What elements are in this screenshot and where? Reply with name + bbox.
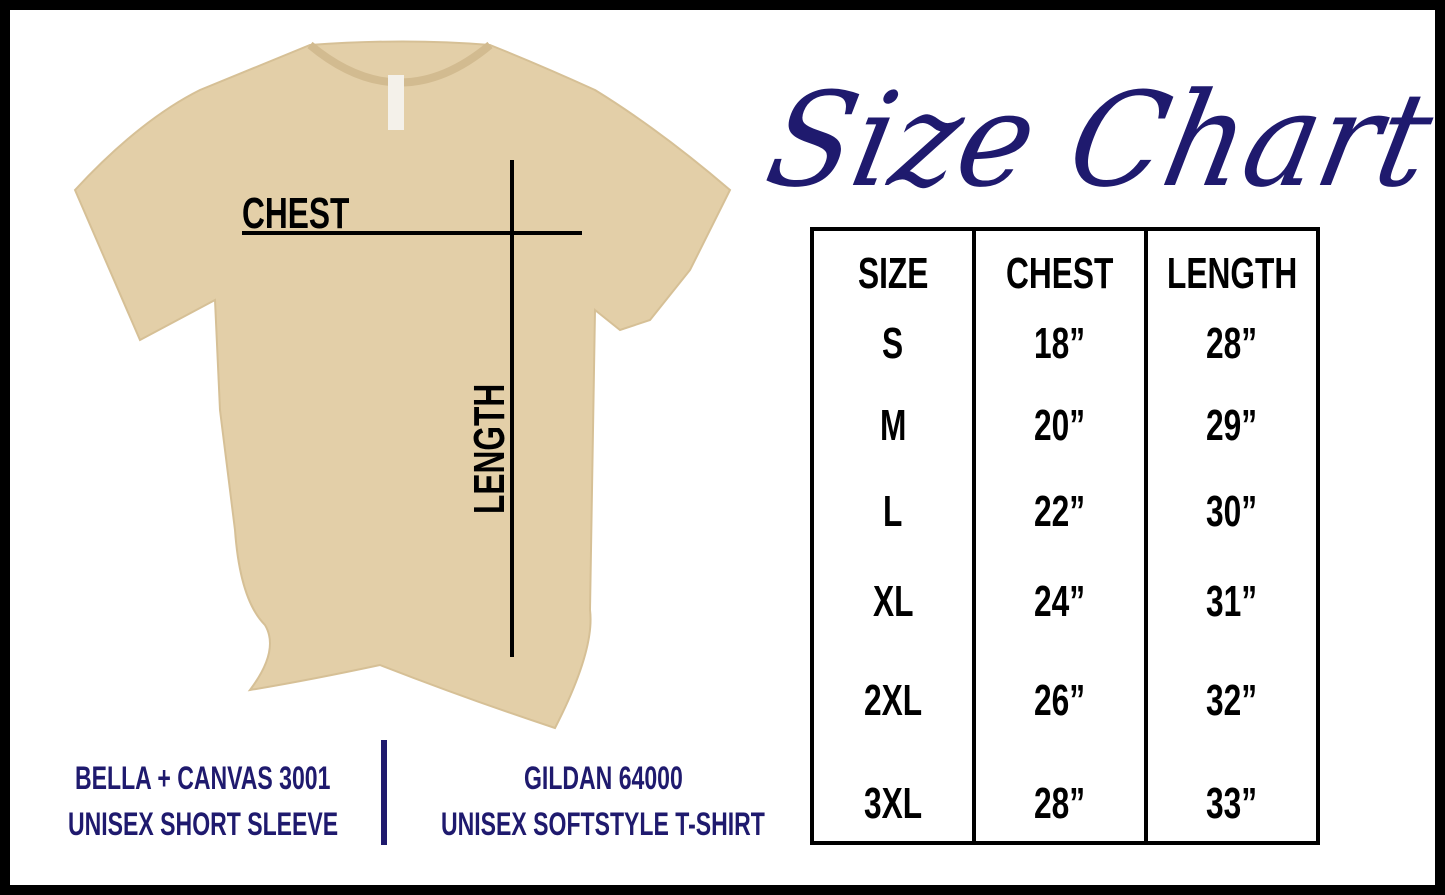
cell-length: 33” bbox=[1148, 779, 1316, 829]
cell-chest: 22” bbox=[976, 487, 1144, 537]
size-chart-title: Size Chart bbox=[756, 55, 1445, 225]
cell-chest: 26” bbox=[976, 676, 1144, 726]
cell-size-text: S bbox=[882, 319, 904, 368]
cell-length-text: 29” bbox=[1206, 401, 1258, 450]
brand-gildan: GILDAN 64000 UNISEX SOFTSTYLE T-SHIRT bbox=[413, 758, 793, 844]
cell-length-text: 30” bbox=[1206, 487, 1258, 536]
cell-chest-text: 24” bbox=[1034, 577, 1086, 626]
header-size-text: SIZE bbox=[857, 249, 929, 298]
header-length-text: LENGTH bbox=[1166, 249, 1298, 298]
cell-chest-text: 20” bbox=[1034, 401, 1086, 450]
cell-size-text: L bbox=[883, 487, 903, 536]
brand-description: UNISEX SHORT SLEEVE bbox=[67, 806, 339, 842]
cell-length: 29” bbox=[1148, 401, 1316, 451]
cell-size: L bbox=[814, 487, 972, 537]
brand-name: GILDAN 64000 bbox=[523, 760, 683, 796]
cell-chest-text: 28” bbox=[1034, 779, 1086, 828]
cell-size: M bbox=[814, 401, 972, 451]
cell-chest: 20” bbox=[976, 401, 1144, 451]
brand-divider bbox=[381, 740, 387, 845]
header-chest-text: CHEST bbox=[1006, 249, 1114, 298]
chest-label-text: CHEST bbox=[242, 189, 350, 238]
cell-length-text: 32” bbox=[1206, 676, 1258, 725]
cell-length-text: 28” bbox=[1206, 319, 1258, 368]
cell-size-text: M bbox=[879, 401, 907, 450]
size-table: SIZE CHEST LENGTH S 18” 28” M 20” 29” L 22” 30” XL 24… bbox=[810, 227, 1320, 845]
cell-chest: 18” bbox=[976, 319, 1144, 369]
cell-length: 32” bbox=[1148, 676, 1316, 726]
header-size: SIZE bbox=[814, 249, 972, 299]
cell-size: S bbox=[814, 319, 972, 369]
header-length: LENGTH bbox=[1148, 249, 1316, 299]
cell-length: 28” bbox=[1148, 319, 1316, 369]
brand-bella-canvas: BELLA + CANVAS 3001 UNISEX SHORT SLEEVE bbox=[50, 758, 356, 844]
cell-size-text: 3XL bbox=[863, 779, 923, 828]
cell-chest-text: 22” bbox=[1034, 487, 1086, 536]
cell-size: 3XL bbox=[814, 779, 972, 829]
size-chart-graphic: CHEST LENGTH Size Chart SIZE CHEST LENGTH S… bbox=[10, 10, 1444, 885]
brand-description: UNISEX SOFTSTYLE T-SHIRT bbox=[441, 806, 765, 842]
cell-length: 30” bbox=[1148, 487, 1316, 537]
tshirt-illustration bbox=[73, 40, 732, 730]
cell-size: XL bbox=[814, 577, 972, 627]
brand-name: BELLA + CANVAS 3001 bbox=[75, 760, 331, 796]
header-chest: CHEST bbox=[976, 249, 1144, 299]
cell-size-text: 2XL bbox=[863, 676, 923, 725]
column-divider bbox=[1144, 231, 1148, 841]
cell-chest: 28” bbox=[976, 779, 1144, 829]
cell-length-text: 33” bbox=[1206, 779, 1258, 828]
chest-label: CHEST bbox=[242, 190, 349, 238]
cell-length: 31” bbox=[1148, 577, 1316, 627]
cell-size: 2XL bbox=[814, 676, 972, 726]
cell-chest: 24” bbox=[976, 577, 1144, 627]
length-label: LENGTH bbox=[465, 384, 514, 514]
cell-length-text: 31” bbox=[1206, 577, 1258, 626]
column-divider bbox=[972, 231, 976, 841]
cell-chest-text: 18” bbox=[1034, 319, 1086, 368]
neck-tag bbox=[388, 75, 404, 130]
length-label-text: LENGTH bbox=[465, 383, 514, 514]
title-text: Size Chart bbox=[755, 64, 1445, 216]
cell-size-text: XL bbox=[872, 577, 914, 626]
tshirt-shape bbox=[73, 40, 732, 730]
cell-chest-text: 26” bbox=[1034, 676, 1086, 725]
